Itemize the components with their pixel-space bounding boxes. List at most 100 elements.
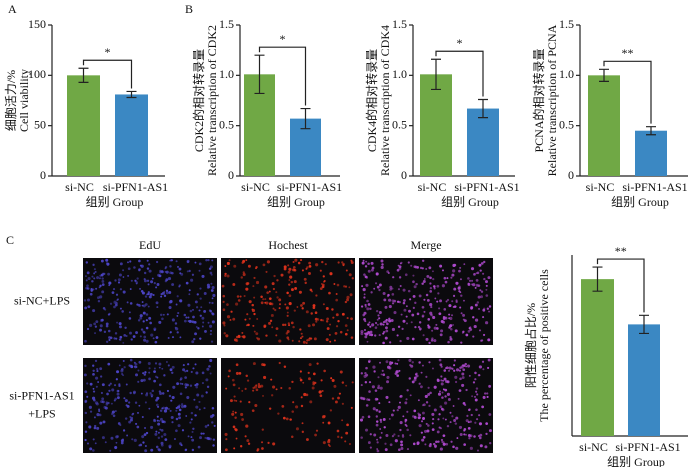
cell bbox=[99, 328, 102, 332]
cell bbox=[107, 272, 111, 276]
cell bbox=[417, 399, 420, 402]
cell bbox=[235, 371, 239, 375]
cell bbox=[155, 286, 158, 289]
bar bbox=[635, 130, 667, 176]
cell bbox=[202, 432, 205, 435]
cell bbox=[201, 274, 205, 278]
cell bbox=[128, 420, 132, 424]
cell bbox=[96, 370, 99, 373]
cell bbox=[92, 372, 95, 376]
cell bbox=[204, 436, 207, 439]
cell bbox=[181, 429, 185, 432]
cell bbox=[143, 338, 147, 342]
cell bbox=[415, 282, 418, 286]
cell bbox=[346, 317, 349, 320]
cell bbox=[485, 432, 488, 435]
cell bbox=[268, 321, 271, 325]
cell bbox=[142, 330, 145, 333]
cell bbox=[391, 302, 395, 305]
cell bbox=[101, 318, 104, 322]
cell bbox=[411, 380, 415, 384]
cell bbox=[484, 445, 488, 449]
cell bbox=[253, 296, 256, 299]
cell bbox=[339, 330, 343, 334]
cell bbox=[140, 328, 144, 331]
cell bbox=[148, 377, 151, 381]
cell bbox=[129, 415, 132, 418]
cell bbox=[100, 391, 103, 395]
cell bbox=[165, 289, 169, 292]
cell bbox=[89, 292, 93, 296]
cell bbox=[410, 264, 413, 267]
cell bbox=[408, 377, 412, 380]
cell bbox=[188, 289, 191, 292]
cell bbox=[145, 313, 149, 316]
cell bbox=[338, 392, 341, 395]
cell bbox=[334, 331, 338, 335]
cell bbox=[454, 375, 458, 379]
cell bbox=[343, 285, 346, 288]
cell bbox=[478, 307, 481, 310]
cell bbox=[476, 301, 480, 304]
cell bbox=[284, 323, 287, 326]
cell bbox=[269, 319, 273, 323]
cell bbox=[235, 399, 238, 402]
cell bbox=[268, 302, 272, 306]
cell bbox=[465, 388, 468, 392]
cell bbox=[306, 438, 309, 441]
cell bbox=[144, 371, 147, 374]
cell bbox=[437, 440, 440, 443]
cell bbox=[224, 272, 227, 276]
cell bbox=[378, 402, 381, 405]
cell bbox=[459, 266, 462, 269]
cell bbox=[461, 383, 465, 387]
cell bbox=[396, 334, 399, 337]
cell bbox=[184, 449, 187, 452]
cell bbox=[163, 433, 167, 437]
cell bbox=[170, 416, 174, 420]
cell bbox=[300, 304, 303, 307]
cell bbox=[182, 364, 185, 367]
cell bbox=[128, 317, 132, 320]
cell bbox=[288, 267, 292, 271]
cell bbox=[114, 410, 117, 412]
cell bbox=[439, 333, 443, 337]
cell bbox=[312, 304, 316, 308]
cell bbox=[436, 300, 439, 303]
cell bbox=[428, 404, 431, 407]
y-axis-label: Cell viability bbox=[17, 69, 31, 132]
cell bbox=[246, 313, 249, 316]
cell bbox=[113, 300, 117, 304]
cell bbox=[253, 312, 256, 316]
cell bbox=[293, 309, 296, 312]
cell bbox=[451, 415, 454, 418]
cell bbox=[266, 260, 270, 264]
cell bbox=[241, 418, 245, 421]
cell bbox=[429, 282, 432, 285]
cell bbox=[155, 398, 158, 402]
cell bbox=[92, 369, 95, 372]
cell bbox=[133, 266, 136, 269]
cell bbox=[350, 317, 353, 321]
row-label: si-PFN1-AS1 bbox=[9, 388, 74, 402]
cell bbox=[211, 320, 215, 324]
cell bbox=[178, 404, 181, 407]
cell bbox=[95, 376, 99, 380]
cell bbox=[485, 284, 488, 287]
cell bbox=[413, 285, 417, 289]
cell bbox=[189, 309, 193, 313]
cell bbox=[442, 388, 445, 391]
cell bbox=[207, 321, 210, 324]
cell bbox=[84, 390, 88, 394]
cell bbox=[145, 339, 149, 343]
cell bbox=[407, 289, 411, 293]
cell bbox=[166, 389, 170, 393]
cell bbox=[442, 269, 444, 272]
cell bbox=[149, 321, 152, 325]
cell bbox=[489, 442, 492, 445]
cell bbox=[366, 307, 370, 311]
cell bbox=[282, 323, 285, 327]
cell bbox=[116, 370, 120, 374]
cell bbox=[377, 314, 380, 317]
cell bbox=[188, 293, 191, 296]
